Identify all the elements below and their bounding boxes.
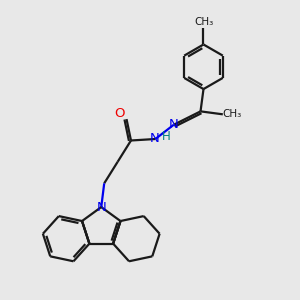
Text: O: O (114, 107, 124, 120)
Text: CH₃: CH₃ (222, 109, 242, 119)
Text: N: N (169, 118, 178, 130)
Text: N: N (97, 201, 106, 214)
Text: N: N (150, 132, 160, 145)
Text: H: H (162, 130, 171, 142)
Text: CH₃: CH₃ (194, 16, 214, 27)
